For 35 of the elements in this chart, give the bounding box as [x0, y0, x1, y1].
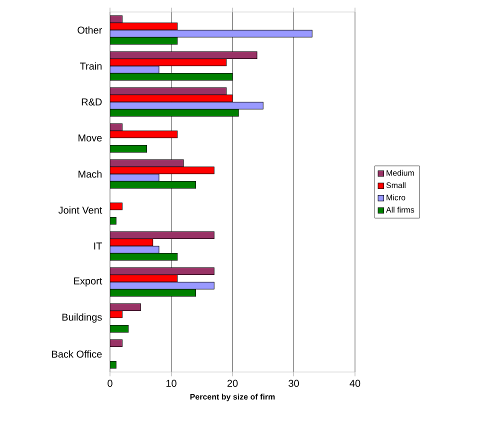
- bar: [110, 102, 264, 110]
- y-tick-label: Mach: [78, 170, 102, 178]
- bar: [110, 145, 148, 153]
- bar: [110, 66, 160, 74]
- y-tick-label: Export: [74, 278, 102, 286]
- y-tick-label: Joint Vent: [58, 206, 102, 214]
- legend-label: Small: [386, 182, 406, 188]
- bar: [110, 73, 233, 81]
- bar: [110, 339, 122, 347]
- bar: [110, 253, 178, 261]
- bar: [110, 109, 239, 117]
- y-tick-label: Other: [78, 26, 102, 34]
- x-tick-label: 10: [166, 380, 176, 387]
- y-tick-label: Move: [78, 134, 102, 142]
- x-tick-label: 0: [108, 380, 112, 387]
- legend-label: All firms: [386, 206, 414, 213]
- y-tick-label: Back Office: [52, 350, 102, 358]
- legend-label: Medium: [386, 170, 414, 176]
- bar: [110, 282, 214, 290]
- x-tick-label: 40: [350, 380, 360, 387]
- y-tick-label: IT: [94, 242, 102, 250]
- bar: [110, 174, 160, 182]
- bar: [110, 30, 312, 38]
- y-tick-label: R&D: [82, 98, 102, 106]
- x-tick-label: 20: [227, 380, 238, 387]
- bar: [110, 289, 196, 297]
- y-tick-label: Train: [80, 62, 102, 70]
- bar: [110, 202, 122, 210]
- bar: [110, 37, 178, 45]
- x-tick-label: 30: [288, 380, 299, 387]
- x-axis-title: Percent by size of firm: [190, 394, 275, 402]
- y-tick-label: Buildings: [62, 313, 102, 323]
- bar: [110, 246, 160, 254]
- legend-label: Micro: [386, 194, 406, 200]
- bar: [110, 181, 196, 189]
